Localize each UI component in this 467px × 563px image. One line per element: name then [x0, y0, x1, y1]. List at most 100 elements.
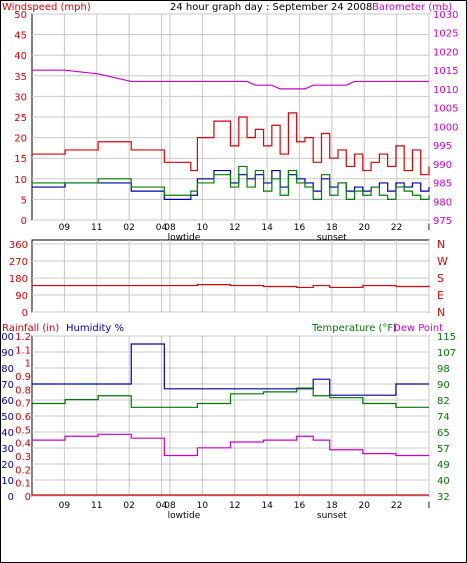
y2-tick-label: 1025: [433, 29, 458, 40]
temperature-label: Temperature (°F): [311, 323, 397, 334]
y-tick-label-humidity: 70: [1, 380, 14, 391]
y-tick-label-humidity: 40: [1, 428, 14, 439]
x-tick-label: 04: [156, 223, 168, 233]
y-tick-label: 50: [14, 10, 27, 21]
y2-tick-label: 82: [437, 396, 450, 407]
humidity-label: Humidity %: [66, 323, 124, 334]
x-tick-label: 18: [326, 501, 338, 511]
y-tick-label-rainfall: 0.8: [15, 385, 31, 396]
y-tick-label-rainfall: 0.4: [15, 439, 31, 450]
y-tick-label: 25: [14, 113, 27, 124]
y2-tick-label: 1030: [433, 10, 458, 21]
x-tick-label: 10: [197, 501, 209, 511]
series-line-dew-point: [32, 433, 429, 457]
y-tick-label: 270: [9, 257, 28, 268]
y2-tick-label: 74: [437, 412, 450, 423]
y-tick-label-humidity: 20: [1, 460, 14, 471]
y-tick-label-rainfall: 0.2: [15, 465, 31, 476]
y2-tick-label: 1020: [433, 47, 458, 58]
y-tick-label-humidity: 60: [1, 396, 14, 407]
x-tick-label: 14: [261, 501, 273, 511]
x-tick-label: 22: [391, 223, 402, 233]
y2-tick-label: N: [437, 306, 445, 319]
y-tick-label-rainfall: 0: [25, 492, 31, 503]
y2-tick-label: 1000: [433, 122, 458, 133]
y-tick-label: 35: [14, 72, 27, 83]
y2-tick-label: N: [437, 238, 445, 251]
y-tick-label: 40: [14, 51, 27, 62]
series-line-direction: [32, 284, 430, 289]
y2-tick-label: 990: [433, 160, 452, 171]
temperature-humidity-panel: 010203040506070809010000.10.20.30.40.50.…: [0, 332, 456, 503]
x-tick-label: 12: [229, 501, 240, 511]
y-tick-label-rainfall: 1.1: [15, 345, 31, 356]
y2-tick-label: 985: [433, 179, 452, 190]
x-tick-label: 11: [91, 223, 102, 233]
page-title: 24 hour graph day : September 24 2008: [170, 2, 372, 13]
y-tick-label: 360: [9, 240, 28, 251]
y-tick-label-rainfall: 0.3: [15, 452, 31, 463]
y-tick-label: 90: [15, 291, 28, 302]
y-tick-label-rainfall: 0.5: [15, 425, 31, 436]
y-tick-label-rainfall: 0.6: [15, 412, 31, 423]
y2-tick-label: 90: [437, 380, 450, 391]
rainfall-label: Rainfall (in): [2, 323, 59, 334]
y2-tick-label: 995: [433, 141, 452, 152]
y-tick-label: 180: [9, 274, 28, 285]
x-tick-label: 20: [359, 501, 371, 511]
lowtide-annotation: lowtide: [168, 511, 201, 521]
x-tick-label: 14: [261, 223, 273, 233]
y2-tick-label: 98: [437, 364, 450, 375]
x-tick-label: 04: [156, 501, 168, 511]
y2-tick-label: W: [437, 255, 448, 268]
y-tick-label: 45: [14, 31, 27, 42]
y2-tick-label: S: [437, 272, 444, 285]
y-tick-label: 30: [14, 92, 27, 103]
y-tick-label: 0: [21, 216, 27, 227]
x-tick-label: I: [428, 501, 431, 511]
x-tick-label: 09: [59, 501, 71, 511]
y2-tick-label: 65: [437, 428, 450, 439]
y-tick-label-humidity: 90: [1, 348, 14, 359]
y2-tick-label: 107: [437, 348, 456, 359]
x-tick-label: 20: [359, 223, 371, 233]
series-line-temperature: [32, 387, 429, 408]
y2-tick-label: 115: [437, 332, 456, 343]
x-tick-label: 09: [59, 223, 71, 233]
x-tick-label: 18: [326, 223, 338, 233]
series-line-barometer: [32, 69, 429, 90]
y-tick-label: 5: [21, 195, 27, 206]
y-tick-label: 0: [22, 308, 28, 319]
y-tick-label: 20: [14, 134, 27, 145]
series-line-humidity: [32, 343, 429, 396]
right-axis-label: Barometer (mb): [372, 2, 452, 13]
y2-tick-label: 1005: [433, 104, 458, 115]
y2-tick-label: 57: [437, 444, 450, 455]
y2-tick-label: 1015: [433, 66, 458, 77]
y2-tick-label: 49: [437, 460, 450, 471]
x-tick-label: 12: [229, 223, 240, 233]
sunset-annotation: sunset: [317, 511, 347, 521]
y2-tick-label: 1010: [433, 85, 458, 96]
y-tick-label-humidity: 50: [1, 412, 14, 423]
y-tick-label-humidity: 0: [8, 492, 14, 503]
x-tick-label: 08: [164, 223, 176, 233]
y2-tick-label: 975: [433, 216, 452, 227]
series-line-windspeed: [32, 112, 430, 176]
y2-tick-label: 32: [437, 492, 450, 503]
y-tick-label: 15: [14, 154, 27, 165]
sunset-annotation: sunset: [317, 233, 347, 243]
y-tick-label-rainfall: 0.9: [15, 372, 31, 383]
x-tick-label: 02: [123, 501, 134, 511]
x-tick-label: 11: [91, 501, 102, 511]
dewpoint-label: Dew Point: [393, 323, 443, 334]
x-tick-label: 16: [294, 223, 306, 233]
y2-tick-label: 980: [433, 197, 452, 208]
lowtide-annotation: lowtide: [168, 233, 201, 243]
y-tick-label-rainfall: 0.7: [15, 399, 31, 410]
y2-tick-label: 40: [437, 476, 450, 487]
